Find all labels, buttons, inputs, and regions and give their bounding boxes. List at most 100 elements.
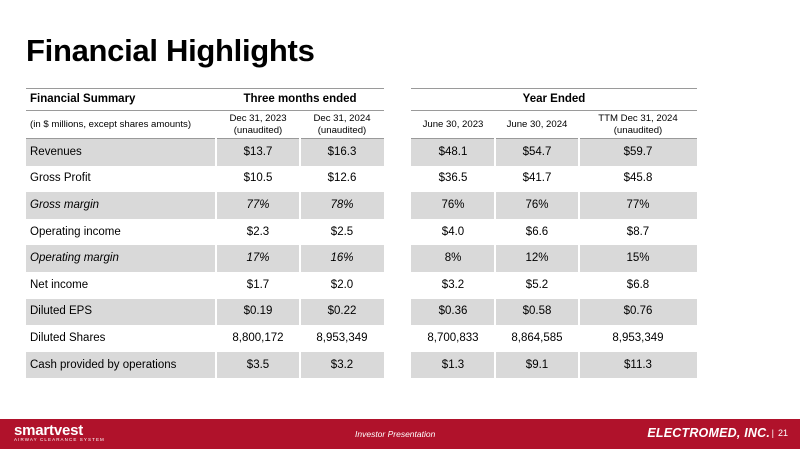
row-label: Operating margin: [30, 252, 119, 265]
table-cell: 8,700,833: [427, 331, 479, 344]
row-shade-left: [26, 298, 384, 326]
column-divider: [215, 111, 217, 379]
row-shade-left: [26, 192, 384, 219]
header-bg-right: [411, 88, 697, 138]
column-header-note: (unaudited): [317, 125, 367, 136]
table-cell: $6.8: [626, 278, 650, 291]
table-cell: $2.5: [330, 225, 354, 238]
table-cell: $8.7: [626, 225, 650, 238]
table-cell: $59.7: [623, 145, 653, 158]
table-cell: 8,953,349: [316, 331, 368, 344]
column-divider: [494, 111, 496, 379]
header-bg-left: [26, 88, 384, 138]
table-cell: $3.2: [441, 278, 465, 291]
row-label: Net income: [30, 278, 89, 291]
column-divider: [578, 111, 580, 379]
column-header-note: (unaudited): [613, 125, 663, 136]
row-label: Gross margin: [30, 198, 100, 211]
table-cell: 77%: [626, 198, 650, 211]
table-cell: $9.1: [525, 358, 549, 371]
table-cell: 77%: [246, 198, 270, 211]
row-shade-left: [26, 139, 384, 166]
table-cell: 78%: [330, 198, 354, 211]
table-cell: $12.6: [327, 172, 357, 185]
table-cell: 17%: [246, 252, 270, 265]
row-shade-right: [411, 139, 697, 166]
year-ended-header: Year Ended: [522, 92, 586, 105]
column-divider: [299, 111, 301, 379]
row-label: Gross Profit: [30, 172, 91, 185]
column-header-date: Dec 31, 2024: [313, 113, 371, 124]
footer-caption: Investor Presentation: [355, 429, 436, 439]
row-shade-right: [411, 192, 697, 219]
footer-separator: |: [771, 428, 774, 438]
column-header-date: June 30, 2024: [506, 119, 568, 130]
table-cell: $2.3: [246, 225, 270, 238]
column-header-date: Dec 31, 2023: [229, 113, 287, 124]
table-cell: $3.5: [246, 358, 270, 371]
units-label: (in $ millions, except shares amounts): [30, 119, 192, 130]
row-label: Cash provided by operations: [30, 358, 177, 371]
row-shade-right: [411, 298, 697, 326]
smartvest-tagline: AIRWAY CLEARANCE SYSTEM: [14, 437, 105, 442]
column-header: Dec 31, 2024 (unaudited): [300, 111, 384, 139]
column-header: June 30, 2023: [411, 111, 495, 139]
column-header-date: TTM Dec 31, 2024: [598, 113, 678, 124]
table-cell: $45.8: [623, 172, 653, 185]
row-shade-left: [26, 351, 384, 379]
table-cell: 8%: [444, 252, 462, 265]
table-cell: $11.3: [624, 358, 652, 371]
row-label: Diluted EPS: [30, 305, 93, 318]
row-shade-left: [26, 245, 384, 272]
table-cell: $0.22: [327, 305, 357, 318]
table-cell: $6.6: [525, 225, 549, 238]
page-title: Financial Highlights: [26, 33, 315, 68]
smartvest-logo-text: smartvest: [14, 422, 84, 439]
row-shade-right: [411, 245, 697, 272]
table-cell: $0.36: [438, 305, 468, 318]
table-cell: 8,864,585: [511, 331, 563, 344]
table-cell: $1.3: [441, 358, 465, 371]
three-months-header: Three months ended: [243, 92, 357, 105]
table-cell: $3.2: [330, 358, 354, 371]
table-cell: $0.76: [623, 305, 653, 318]
table-cell: $36.5: [438, 172, 468, 185]
electromed-logo: ELECTROMED, INC.: [647, 426, 770, 440]
table-cell: $5.2: [525, 278, 549, 291]
table-cell: $0.58: [522, 305, 552, 318]
table-cell: 8,953,349: [612, 331, 664, 344]
header-rule-left: [26, 110, 384, 111]
table-cell: $4.0: [441, 225, 465, 238]
table-cell: $1.7: [246, 278, 270, 291]
table-cell: $54.7: [522, 145, 552, 158]
column-header-note: (unaudited): [233, 125, 283, 136]
table-cell: $2.0: [330, 278, 354, 291]
column-header: June 30, 2024: [495, 111, 579, 139]
header-top-rule-left: [26, 88, 384, 89]
column-header: TTM Dec 31, 2024 (unaudited): [579, 111, 697, 139]
table-cell: 16%: [330, 252, 354, 265]
header-top-rule-right: [411, 88, 697, 89]
financial-summary-label: Financial Summary: [30, 92, 136, 105]
table-cell: $13.7: [243, 145, 273, 158]
row-label: Revenues: [30, 145, 82, 158]
footer-bar: [0, 419, 800, 449]
table-cell: $10.5: [243, 172, 273, 185]
row-shade-right: [411, 351, 697, 379]
column-header: Dec 31, 2023 (unaudited): [216, 111, 300, 139]
table-cell: $48.1: [438, 145, 468, 158]
table-cell: $16.3: [327, 145, 357, 158]
table-cell: $41.7: [522, 172, 552, 185]
subheader-rule-left: [26, 138, 384, 139]
row-label: Operating income: [30, 225, 121, 238]
page-number: 21: [777, 428, 788, 438]
table-cell: 76%: [525, 198, 549, 211]
subheader-rule-right: [411, 138, 697, 139]
header-rule-right: [411, 110, 697, 111]
column-header-date: June 30, 2023: [422, 119, 484, 130]
table-cell: 15%: [626, 252, 650, 265]
table-cell: 8,800,172: [232, 331, 284, 344]
smartvest-logo: smartvest AIRWAY CLEARANCE SYSTEM: [14, 422, 105, 442]
row-label: Diluted Shares: [30, 331, 106, 344]
table-cell: 76%: [441, 198, 465, 211]
